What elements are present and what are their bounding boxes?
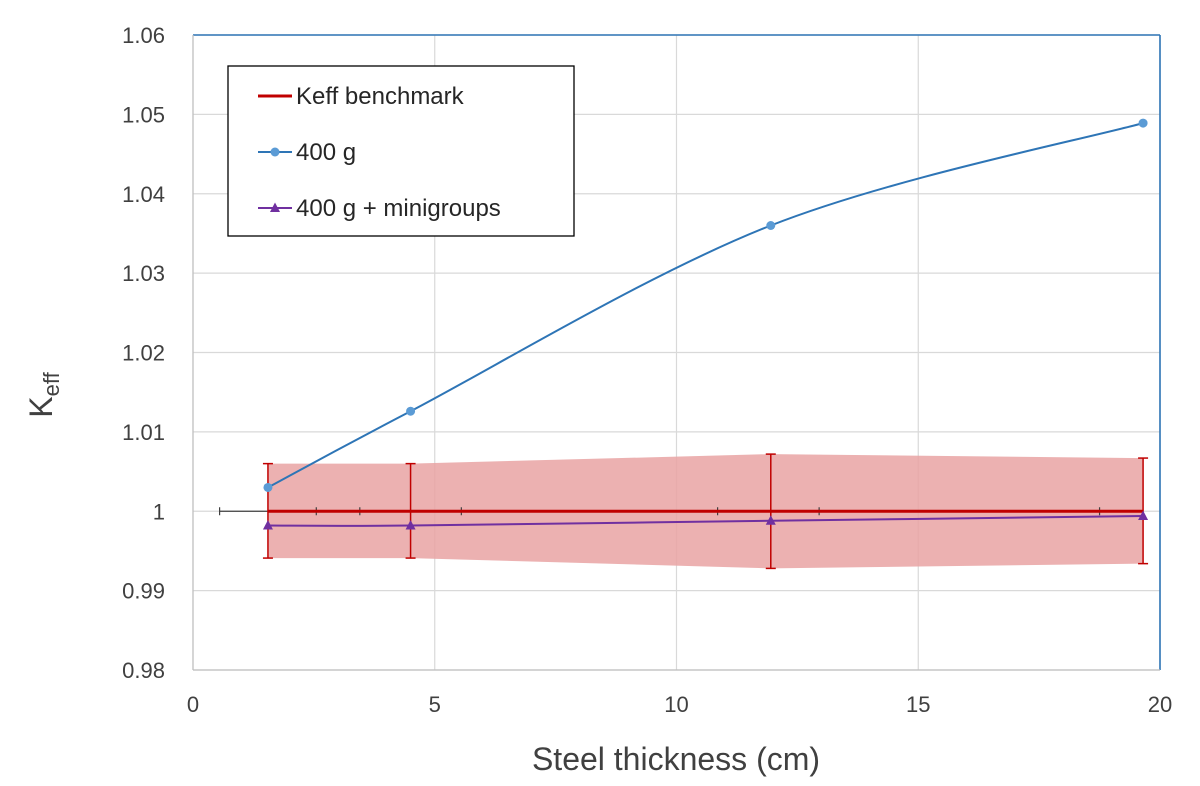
legend-swatch-marker	[270, 147, 280, 157]
y-tick-label: 1	[153, 499, 165, 524]
series-400g-point	[263, 482, 273, 492]
series-minigroups-point	[262, 520, 273, 530]
legend-items: Keff benchmark 400 g 400 g + minigroups	[258, 83, 501, 222]
y-tick-label: 1.04	[122, 182, 165, 207]
y-tick-label: 1.01	[122, 420, 165, 445]
y-tick-label: 1.03	[122, 261, 165, 286]
y-axis-title: Keff	[23, 371, 64, 417]
series-group	[262, 118, 1149, 570]
plot-frame	[192, 34, 1161, 671]
legend-label: 400 g	[296, 139, 356, 166]
y-tick-labels: 0.98 0.99 1 1.01 1.02 1.03 1.04 1.05 1.06	[122, 23, 165, 683]
x-tick-label: 5	[429, 692, 441, 717]
y-axis-title-sub: eff	[39, 371, 64, 396]
legend-label: Keff benchmark	[296, 83, 465, 110]
y-tick-label: 0.99	[122, 579, 165, 604]
y-tick-label: 0.98	[122, 658, 165, 683]
x-tick-label: 10	[664, 692, 688, 717]
y-axis-title-main: K	[23, 396, 59, 417]
x-tick-label: 15	[906, 692, 930, 717]
legend-swatch-marker	[270, 202, 280, 212]
series-minigroups-point	[765, 515, 776, 525]
y-tick-label: 1.06	[122, 23, 165, 48]
x-axis-title: Steel thickness (cm)	[532, 741, 820, 777]
y-tick-label: 1.02	[122, 341, 165, 366]
series-minigroups-line	[267, 515, 1144, 527]
legend-label: 400 g + minigroups	[296, 195, 501, 222]
x-tick-labels: 0 5 10 15 20	[187, 692, 1172, 717]
x-tick-label: 0	[187, 692, 199, 717]
series-400g-point	[1138, 118, 1148, 128]
series-400g-line	[267, 122, 1144, 489]
series-400g-point	[766, 221, 776, 230]
series-minigroups-point	[1138, 510, 1149, 521]
series-400g-point	[406, 406, 416, 416]
series-minigroups-point	[405, 520, 416, 530]
x-tick-label: 20	[1148, 692, 1172, 717]
y-tick-label: 1.05	[122, 102, 165, 127]
legend: Keff benchmark 400 g 400 g + minigroups	[227, 65, 575, 237]
